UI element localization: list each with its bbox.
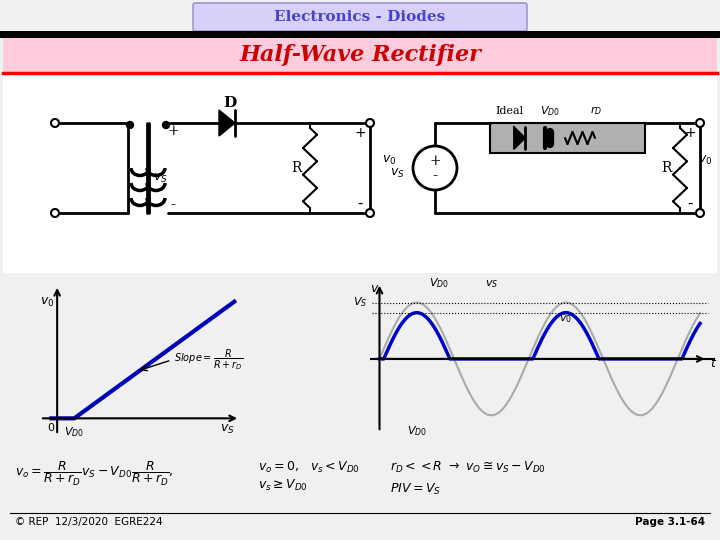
- Text: $r_D << R\ \rightarrow\ v_O \cong v_S - V_{D0}$: $r_D << R\ \rightarrow\ v_O \cong v_S - …: [390, 460, 546, 475]
- Circle shape: [696, 209, 704, 217]
- Text: D: D: [223, 96, 237, 110]
- Text: $v_0$: $v_0$: [382, 153, 397, 166]
- Text: $v$: $v$: [370, 282, 379, 295]
- Text: +: +: [167, 124, 179, 138]
- Text: $v_S$: $v_S$: [485, 278, 498, 290]
- Bar: [490, 123, 645, 153]
- Text: Ideal: Ideal: [495, 106, 523, 116]
- Text: +: +: [354, 126, 366, 140]
- Text: -: -: [357, 195, 363, 211]
- Text: $v_s \geq V_{D0}$: $v_s \geq V_{D0}$: [258, 478, 308, 493]
- Text: +: +: [429, 154, 441, 168]
- Circle shape: [366, 209, 374, 217]
- Text: -: -: [433, 169, 438, 183]
- Text: $V_S$: $V_S$: [354, 295, 368, 309]
- Text: $v_0$: $v_0$: [40, 296, 54, 309]
- Text: Half-Wave Rectifier: Half-Wave Rectifier: [239, 44, 481, 66]
- Text: $v_0$: $v_0$: [698, 153, 712, 166]
- Polygon shape: [219, 110, 235, 136]
- Text: $v_S$: $v_S$: [153, 172, 168, 185]
- Text: $t$: $t$: [710, 357, 717, 370]
- Text: $v_S$: $v_S$: [220, 423, 234, 436]
- Text: $V_{D0}$: $V_{D0}$: [407, 424, 427, 437]
- Circle shape: [696, 119, 704, 127]
- Bar: [0, 31, 720, 38]
- Text: $V_{D0}$: $V_{D0}$: [429, 276, 449, 290]
- Text: $r_D$: $r_D$: [590, 105, 602, 117]
- Polygon shape: [514, 127, 525, 149]
- Circle shape: [127, 122, 133, 129]
- Circle shape: [51, 119, 59, 127]
- Text: $v_o = 0,$: $v_o = 0,$: [258, 460, 299, 475]
- Bar: [3, 38, 717, 72]
- Text: R: R: [291, 161, 301, 175]
- Text: Electronics - Diodes: Electronics - Diodes: [274, 10, 446, 24]
- Text: 0: 0: [48, 423, 54, 433]
- Bar: [3, 73, 717, 273]
- Text: $Slope = \dfrac{R}{R+r_D}$: $Slope = \dfrac{R}{R+r_D}$: [174, 348, 243, 373]
- Circle shape: [366, 119, 374, 127]
- Text: -: -: [688, 195, 693, 211]
- Text: $V_{D0}$: $V_{D0}$: [540, 104, 560, 118]
- Text: $v_S$: $v_S$: [390, 166, 405, 179]
- Circle shape: [163, 122, 169, 129]
- Text: $v_0$: $v_0$: [559, 314, 572, 326]
- Text: +: +: [684, 126, 696, 140]
- Text: Page 3.1-64: Page 3.1-64: [635, 517, 705, 527]
- Text: $V_{D0}$: $V_{D0}$: [64, 425, 84, 439]
- Circle shape: [413, 146, 457, 190]
- Text: R: R: [661, 161, 671, 175]
- Text: $v_o = \dfrac{R}{R+r_D}v_S - V_{D0}\dfrac{R}{R+r_D},$: $v_o = \dfrac{R}{R+r_D}v_S - V_{D0}\dfra…: [15, 460, 174, 488]
- Text: $v_s < V_{D0}$: $v_s < V_{D0}$: [310, 460, 360, 475]
- Text: -: -: [171, 198, 176, 212]
- Text: $PIV = V_S$: $PIV = V_S$: [390, 482, 441, 497]
- Text: © REP  12/3/2020  EGRE224: © REP 12/3/2020 EGRE224: [15, 517, 163, 527]
- Circle shape: [51, 209, 59, 217]
- FancyBboxPatch shape: [193, 3, 527, 31]
